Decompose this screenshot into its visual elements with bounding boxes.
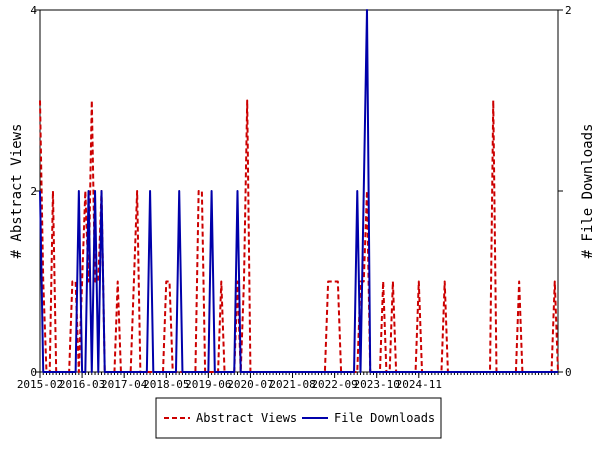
right-y-tick-label: 0 [565,366,572,379]
x-tick-label: 2022-09 [311,378,357,391]
left-y-axis-ticks: 0 2 4 [30,4,40,379]
x-tick-label: 2024-11 [396,378,442,391]
right-y-tick-label: 2 [565,4,572,17]
x-tick-label: 2020-07 [227,378,273,391]
left-y-tick-label: 2 [30,185,37,198]
left-y-axis-label: # Abstract Views [9,124,25,259]
x-tick-label: 2019-06 [185,378,231,391]
x-tick-label: 2015-02 [17,378,63,391]
series-line-file-downloads [39,9,558,373]
legend: Abstract Views File Downloads [155,397,442,439]
x-tick-label: 2023-10 [354,378,400,391]
series-layer [39,9,559,373]
x-tick-label: 2021-08 [269,378,315,391]
x-tick-label: 2017-04 [101,378,148,391]
legend-box [155,397,442,439]
x-tick-label: 2016-03 [59,378,105,391]
x-tick-label: 2018-05 [143,378,189,391]
legend-label-file-downloads: File Downloads [334,411,435,425]
left-y-tick-label: 4 [30,4,37,17]
left-y-tick-label: 0 [30,366,37,379]
legend-label-abstract-views: Abstract Views [196,411,297,425]
right-y-axis-ticks: 02 [558,4,572,379]
right-y-axis-label: # File Downloads [580,124,596,259]
x-axis-tick-labels: 2015-022016-032017-042018-052019-062020-… [17,372,442,391]
